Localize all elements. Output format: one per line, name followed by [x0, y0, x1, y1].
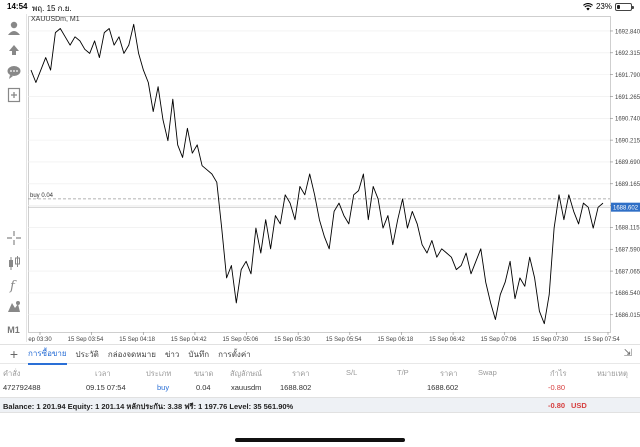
chart-type-icon[interactable] [3, 253, 24, 273]
status-date: พฤ. 15 ก.ย. [32, 4, 72, 13]
account-icon[interactable] [3, 18, 24, 38]
trade-icon[interactable] [3, 40, 24, 60]
x-tick-label: 15 Sep 05:54 [326, 337, 362, 342]
col-volume: ขนาด [194, 369, 214, 378]
y-tick-label: 1690.740 [615, 117, 640, 123]
col-order: คำสั่ง [3, 369, 21, 378]
x-tick-label: 15 Sep 05:06 [223, 337, 259, 342]
x-tick-label: 15 Sep 03:54 [68, 337, 104, 342]
position-time: 09.15 07:54 [86, 383, 126, 392]
wifi-icon [583, 2, 593, 10]
tab-mailbox[interactable]: กล่องจดหมาย [107, 349, 156, 359]
objects-icon[interactable] [3, 297, 24, 317]
y-tick-label: 1692.315 [615, 51, 640, 57]
y-tick-label: 1689.165 [615, 182, 640, 188]
status-right: 23% [583, 2, 634, 11]
add-icon[interactable]: + [9, 346, 19, 362]
current-price-box [611, 202, 640, 212]
col-comment: หมายเหตุ [597, 369, 628, 378]
order-line-label: buy 0.04 [30, 193, 54, 199]
y-tick-label: 1687.590 [615, 248, 640, 254]
chart-toolbar: f M1 [0, 14, 27, 342]
crosshair-icon[interactable] [3, 228, 24, 248]
position-symbol: xauusdm [231, 383, 262, 392]
balance-bar: Balance: 1 201.94 Equity: 1 201.14 หลักป… [0, 397, 640, 413]
x-tick-label: 15 Sep 05:30 [274, 337, 310, 342]
col-sl: S/L [346, 368, 358, 377]
col-tp: T/P [397, 368, 409, 377]
price-series-line [30, 23, 604, 325]
y-tick-label: 1686.015 [615, 313, 640, 319]
toolbox-tabs: + การซื้อขาย ประวัติ กล่องจดหมาย ข่าว บั… [0, 344, 640, 365]
balance-summary: Balance: 1 201.94 Equity: 1 201.14 หลักป… [3, 402, 294, 411]
x-tick-label: 15 Sep 06:42 [429, 337, 465, 342]
x-tick-label: 15 Sep 04:42 [171, 337, 207, 342]
col-price: ราคา [292, 369, 310, 378]
battery-percent: 23% [595, 2, 612, 11]
tab-trade[interactable]: การซื้อขาย [28, 344, 67, 365]
y-tick-label: 1686.540 [615, 291, 640, 297]
chart-area[interactable]: 1692.840 1692.315 1691.790 1691.265 1690.740… [28, 14, 640, 342]
total-profit: -0.80 [548, 401, 566, 410]
y-tick-label: 1688.115 [615, 226, 640, 232]
x-tick-label: 15 Sep 07:06 [481, 337, 517, 342]
x-tick-label: 15 Sep 07:54 [584, 337, 620, 342]
chat-icon[interactable] [3, 62, 24, 82]
table-row[interactable]: 472792488 09.15 07:54 buy 0.04 xauusdm 1… [0, 381, 640, 395]
x-tick-label: 15 Sep 04:18 [119, 337, 155, 342]
position-open-price: 1688.802 [280, 383, 312, 392]
position-order: 472792488 [3, 383, 41, 392]
battery-icon [615, 2, 634, 11]
current-price-label: 1688.602 [613, 205, 639, 211]
y-tick-label: 1687.065 [615, 269, 640, 275]
y-tick-label: 1692.840 [615, 29, 640, 35]
position-profit: -0.80 [548, 383, 566, 392]
col-profit: กำไร [550, 369, 567, 378]
position-type: buy [157, 383, 170, 392]
y-tick-label: 1691.265 [615, 95, 640, 101]
col-price-current: ราคา [440, 369, 458, 378]
svg-text:f: f [9, 279, 17, 293]
table-header: คำสั่ง เวลา ประเภท ขนาด สัญลักษณ์ ราคา S… [0, 366, 640, 380]
col-type: ประเภท [146, 369, 172, 378]
status-time: 14:54 [7, 2, 28, 11]
col-symbol: สัญลักษณ์ [230, 369, 263, 378]
tab-history[interactable]: ประวัติ [75, 349, 99, 359]
y-tick-label: 1689.690 [615, 160, 640, 166]
price-chart: 1692.840 1692.315 1691.790 1691.265 1690.740… [28, 16, 640, 342]
position-current-price: 1688.602 [427, 383, 459, 392]
timeframe-button[interactable]: M1 [7, 325, 20, 335]
tab-journal[interactable]: บันทึก [188, 349, 210, 359]
x-tick-label: 15 Sep 06:18 [377, 337, 413, 342]
home-indicator[interactable] [235, 438, 405, 442]
col-swap: Swap [478, 368, 497, 377]
y-tick-label: 1691.790 [615, 73, 640, 79]
x-tick-label: 15 Sep 07:30 [532, 337, 568, 342]
position-volume: 0.04 [196, 383, 211, 392]
tab-settings[interactable]: การตั้งค่า [218, 349, 251, 359]
tab-news[interactable]: ข่าว [164, 349, 180, 359]
status-bar: 14:54 พฤ. 15 ก.ย. 23% [0, 0, 640, 14]
profit-currency: USD [571, 401, 587, 410]
indicators-icon[interactable]: f [3, 275, 24, 295]
col-time: เวลา [95, 369, 111, 378]
x-tick-label: 15 Sep 03:30 [28, 337, 52, 342]
new-order-icon[interactable] [3, 85, 24, 105]
plot-frame [28, 16, 611, 333]
symbol-label: XAUUSDm, M1 [31, 16, 80, 23]
y-tick-label: 1690.215 [615, 138, 640, 144]
collapse-panel-icon[interactable]: ⇲ [623, 348, 632, 359]
